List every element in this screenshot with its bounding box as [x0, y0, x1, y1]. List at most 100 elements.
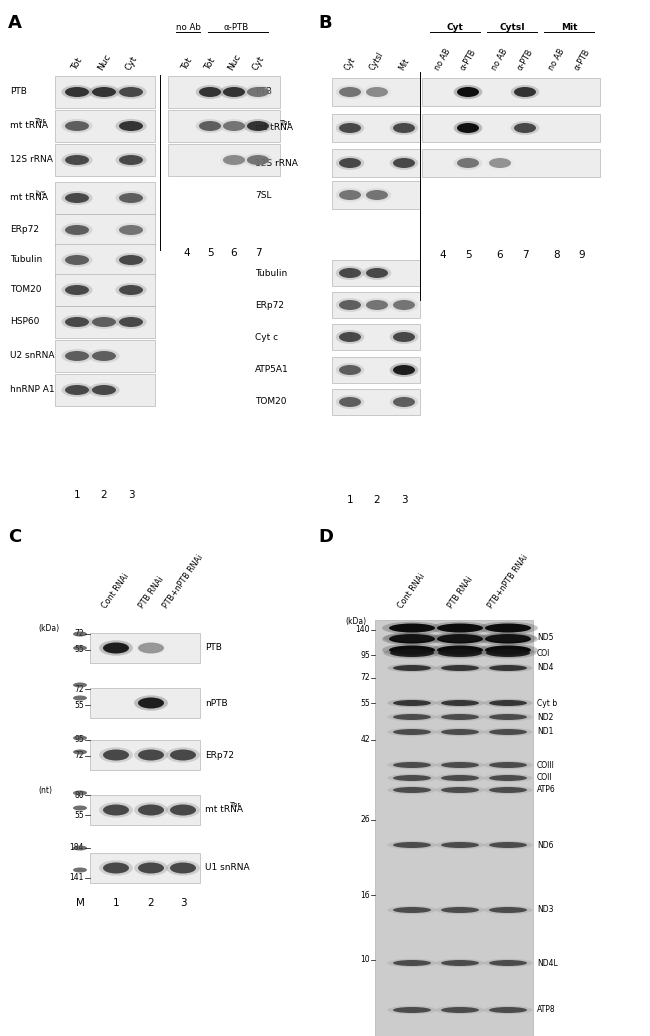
- Ellipse shape: [119, 121, 143, 131]
- Ellipse shape: [220, 85, 248, 99]
- Text: α-PTB: α-PTB: [572, 48, 592, 71]
- Ellipse shape: [480, 632, 537, 643]
- Ellipse shape: [119, 155, 143, 165]
- Text: 3: 3: [127, 490, 135, 500]
- Text: Tot: Tot: [180, 56, 194, 71]
- Ellipse shape: [484, 713, 533, 721]
- Text: PTB+nPTB RNAi: PTB+nPTB RNAi: [486, 553, 530, 610]
- Ellipse shape: [436, 728, 485, 737]
- Ellipse shape: [393, 365, 415, 375]
- Ellipse shape: [389, 634, 435, 643]
- Text: COIII: COIII: [537, 760, 555, 770]
- Bar: [90, 740, 200, 770]
- Text: 9: 9: [578, 250, 585, 260]
- Text: Tot: Tot: [70, 56, 84, 71]
- Ellipse shape: [437, 634, 483, 643]
- Ellipse shape: [119, 317, 143, 327]
- Ellipse shape: [99, 747, 133, 762]
- Ellipse shape: [166, 747, 200, 762]
- Ellipse shape: [220, 119, 248, 133]
- Text: 55: 55: [74, 700, 84, 710]
- Ellipse shape: [138, 642, 164, 654]
- Ellipse shape: [489, 775, 527, 781]
- Ellipse shape: [390, 395, 419, 409]
- Ellipse shape: [436, 841, 485, 850]
- Ellipse shape: [363, 298, 391, 312]
- Ellipse shape: [454, 156, 482, 170]
- Ellipse shape: [363, 188, 391, 202]
- Ellipse shape: [489, 1007, 527, 1013]
- Text: PTB: PTB: [255, 87, 272, 96]
- Ellipse shape: [387, 774, 437, 782]
- Ellipse shape: [335, 330, 364, 344]
- Text: mt tRNA: mt tRNA: [205, 806, 243, 814]
- Ellipse shape: [61, 383, 92, 397]
- Ellipse shape: [437, 645, 483, 655]
- Text: no AB: no AB: [547, 48, 567, 71]
- Ellipse shape: [335, 298, 364, 312]
- Ellipse shape: [61, 315, 92, 329]
- Ellipse shape: [390, 363, 419, 377]
- Ellipse shape: [430, 633, 490, 645]
- Bar: [90, 633, 200, 663]
- Ellipse shape: [441, 1007, 479, 1013]
- Ellipse shape: [390, 298, 419, 312]
- Ellipse shape: [92, 317, 116, 327]
- Ellipse shape: [441, 665, 479, 671]
- Text: HSP60: HSP60: [10, 317, 40, 326]
- Text: Cont RNAi: Cont RNAi: [101, 572, 131, 610]
- Ellipse shape: [441, 842, 479, 848]
- Ellipse shape: [393, 700, 431, 706]
- Ellipse shape: [384, 648, 441, 659]
- Text: 5: 5: [207, 248, 213, 258]
- Ellipse shape: [393, 159, 415, 168]
- Bar: [90, 795, 200, 825]
- Text: D: D: [318, 528, 333, 546]
- Ellipse shape: [366, 300, 388, 310]
- Ellipse shape: [88, 383, 120, 397]
- Ellipse shape: [65, 255, 89, 265]
- Ellipse shape: [489, 787, 527, 793]
- Text: PTB RNAi: PTB RNAi: [136, 575, 165, 610]
- Ellipse shape: [220, 153, 248, 167]
- Text: mt tRNA: mt tRNA: [255, 123, 293, 133]
- Text: COI: COI: [537, 649, 551, 658]
- Ellipse shape: [393, 665, 431, 671]
- Text: 8: 8: [554, 250, 560, 260]
- Ellipse shape: [436, 905, 485, 914]
- Ellipse shape: [335, 395, 364, 409]
- Ellipse shape: [99, 640, 133, 656]
- Text: M: M: [75, 898, 84, 908]
- Ellipse shape: [393, 960, 431, 966]
- Ellipse shape: [363, 266, 391, 280]
- Ellipse shape: [134, 695, 168, 711]
- Text: Cyt c: Cyt c: [255, 333, 278, 342]
- Text: Tubulin: Tubulin: [10, 256, 42, 264]
- Ellipse shape: [384, 632, 441, 643]
- Ellipse shape: [366, 190, 388, 200]
- Ellipse shape: [65, 317, 89, 327]
- Ellipse shape: [99, 860, 133, 875]
- Ellipse shape: [199, 121, 221, 131]
- Bar: [55, 110, 155, 142]
- Ellipse shape: [484, 958, 533, 968]
- Ellipse shape: [116, 85, 147, 99]
- Ellipse shape: [65, 193, 89, 203]
- Ellipse shape: [486, 634, 530, 642]
- Ellipse shape: [65, 225, 89, 235]
- Ellipse shape: [387, 713, 437, 721]
- Ellipse shape: [485, 645, 531, 655]
- Ellipse shape: [65, 155, 89, 165]
- Ellipse shape: [73, 749, 87, 754]
- Bar: [90, 853, 200, 883]
- Ellipse shape: [73, 683, 87, 688]
- Text: 4: 4: [439, 250, 447, 260]
- Text: ATP6: ATP6: [537, 785, 556, 795]
- Ellipse shape: [103, 749, 129, 760]
- Text: ERp72: ERp72: [205, 750, 234, 759]
- Bar: [168, 144, 280, 176]
- Ellipse shape: [138, 749, 164, 760]
- Bar: [375, 620, 533, 1036]
- Text: hnRNP A1: hnRNP A1: [10, 385, 55, 395]
- Ellipse shape: [199, 87, 221, 97]
